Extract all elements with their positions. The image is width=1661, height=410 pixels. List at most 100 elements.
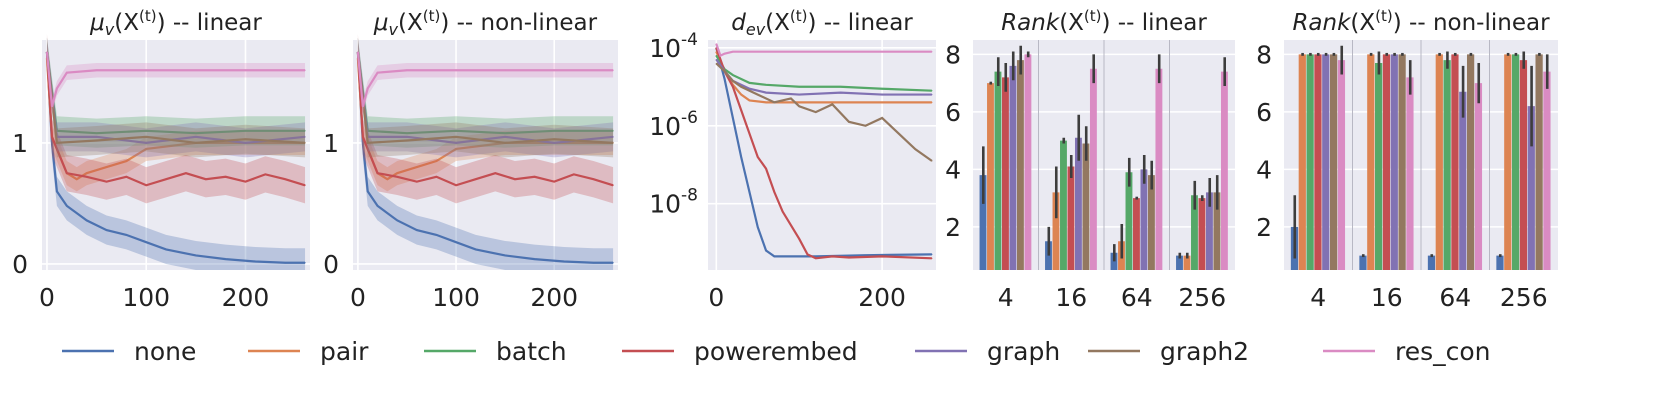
point-powerembed	[284, 178, 286, 180]
point-none	[367, 190, 369, 192]
point-pair	[145, 148, 147, 150]
point-none	[145, 241, 147, 243]
point-powerembed	[612, 184, 614, 186]
bar-graph-16	[1074, 137, 1082, 270]
point-powerembed	[435, 176, 438, 178]
series-none	[979, 146, 1183, 270]
bar-pair-256	[1504, 54, 1512, 270]
band-powerembed	[46, 33, 306, 204]
point-graph	[553, 142, 555, 144]
bar-powerembed-64	[1451, 54, 1459, 270]
point-graph2	[773, 101, 775, 103]
point-pair	[125, 160, 127, 162]
point-res-con	[732, 51, 734, 53]
title-superscript: (t)	[1084, 7, 1102, 25]
point-pair	[765, 101, 767, 103]
point-powerembed	[376, 172, 379, 174]
point-graph2	[612, 142, 614, 144]
series-powerembed	[715, 47, 933, 260]
point-graph	[244, 142, 247, 144]
bar-powerembed-16	[1382, 54, 1391, 270]
point-powerembed	[185, 172, 187, 174]
legend-label: none	[134, 337, 196, 366]
bar-none-256	[1176, 255, 1183, 270]
bar-batch-64	[1125, 172, 1133, 270]
point-powerembed	[748, 132, 751, 135]
point-graph2	[914, 148, 916, 150]
point-none	[455, 241, 457, 243]
y-tick-label: 6	[945, 98, 961, 127]
line-powerembed	[356, 52, 614, 187]
y-tick-label: 10-6	[649, 108, 698, 141]
point-graph2	[931, 160, 933, 162]
point-none	[362, 142, 364, 144]
bar-graph-64	[1459, 91, 1467, 270]
point-pair	[76, 178, 78, 180]
point-graph2	[455, 136, 457, 138]
bar-graph2-16	[1082, 143, 1090, 270]
point-graph2	[790, 97, 792, 100]
point-none	[386, 212, 388, 214]
y-tick-label: 0	[323, 250, 339, 279]
point-none	[416, 229, 418, 231]
legend-label: powerembed	[694, 337, 858, 366]
y-tick-label: 0	[12, 250, 28, 279]
point-none	[732, 117, 734, 119]
title-arg: (X	[398, 10, 423, 36]
x-tick-label: 100	[432, 283, 480, 312]
x-tick-label: 200	[222, 283, 270, 312]
point-powerembed	[66, 172, 68, 174]
title-subscript: v	[389, 20, 399, 39]
point-res-con	[553, 69, 555, 71]
bar-graph-16	[1390, 54, 1398, 270]
point-pair	[748, 99, 751, 102]
bar-res-con-256	[1543, 71, 1551, 270]
y-tick-label: 1	[12, 129, 28, 158]
point-powerembed	[244, 181, 247, 183]
point-batch	[748, 82, 751, 84]
point-graph2	[553, 138, 555, 140]
line-none	[715, 47, 932, 258]
band-pair	[46, 46, 306, 192]
point-powerembed	[881, 255, 883, 257]
point-graph2	[815, 111, 817, 113]
bar-powerembed-4	[1002, 77, 1009, 270]
point-pair	[881, 101, 883, 103]
title-subscript: v	[105, 20, 115, 39]
y-tick-label: 10-8	[649, 186, 698, 219]
point-graph	[840, 92, 842, 94]
point-powerembed	[806, 253, 809, 256]
series-res-con	[356, 44, 614, 114]
plot-area	[42, 40, 310, 270]
x-tick-label: 0	[39, 283, 55, 312]
series-none	[45, 37, 306, 270]
bar-pair-16	[1367, 54, 1375, 270]
x-tick-label: 4	[998, 283, 1014, 312]
title-superscript: (t)	[1375, 7, 1393, 25]
title-suffix: -- linear	[166, 10, 263, 36]
point-powerembed	[533, 176, 536, 178]
point-batch	[455, 130, 457, 132]
title-suffix: -- linear	[816, 10, 913, 36]
point-graph	[715, 58, 717, 61]
point-none	[225, 258, 227, 260]
point-graph	[748, 88, 751, 90]
point-powerembed	[367, 148, 369, 150]
point-graph2	[406, 139, 408, 142]
point-powerembed	[396, 176, 398, 178]
point-batch	[244, 130, 247, 132]
bar-batch-256	[1512, 54, 1520, 270]
chart-title: μv(X(t)) -- linear	[89, 7, 262, 39]
x-tick-label: 100	[122, 283, 170, 312]
point-batch	[732, 74, 734, 76]
point-res-con	[66, 72, 68, 74]
title-arg: (X	[1059, 10, 1084, 36]
point-powerembed	[205, 178, 207, 180]
chart-title: dev(X(t)) -- linear	[731, 7, 913, 39]
point-powerembed	[732, 86, 734, 88]
point-res-con	[304, 69, 306, 71]
bar-none-64	[1427, 255, 1436, 270]
legend-label: batch	[496, 337, 567, 366]
x-tick-label: 0	[350, 283, 366, 312]
